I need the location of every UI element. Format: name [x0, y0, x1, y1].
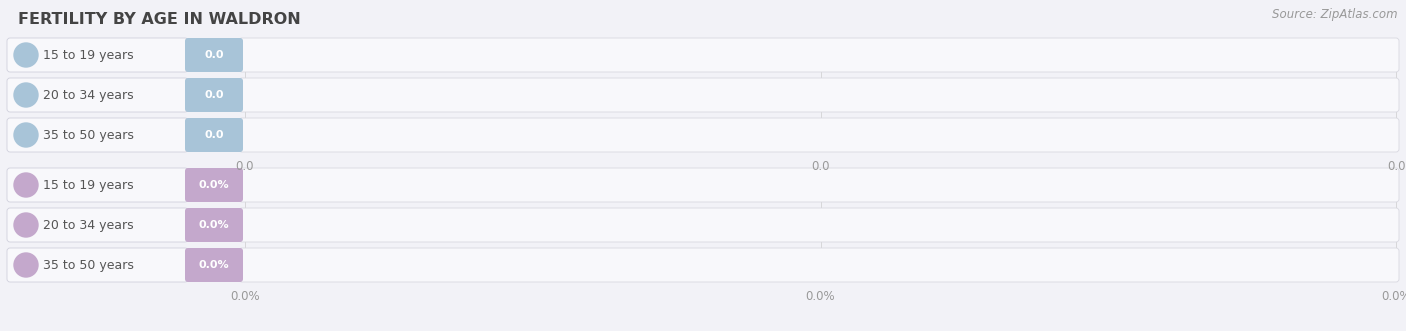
Circle shape — [14, 83, 38, 107]
Text: Source: ZipAtlas.com: Source: ZipAtlas.com — [1272, 8, 1398, 21]
Text: 0.0: 0.0 — [204, 50, 224, 60]
FancyBboxPatch shape — [7, 78, 188, 112]
Text: 0.0: 0.0 — [811, 160, 830, 173]
FancyBboxPatch shape — [7, 208, 188, 242]
FancyBboxPatch shape — [186, 38, 243, 72]
Text: 0.0: 0.0 — [204, 130, 224, 140]
Text: 20 to 34 years: 20 to 34 years — [44, 218, 134, 231]
FancyBboxPatch shape — [7, 118, 188, 152]
FancyBboxPatch shape — [186, 168, 243, 202]
Text: 0.0: 0.0 — [204, 90, 224, 100]
FancyBboxPatch shape — [186, 118, 243, 152]
Circle shape — [14, 253, 38, 277]
FancyBboxPatch shape — [186, 78, 243, 112]
Text: 0.0%: 0.0% — [198, 220, 229, 230]
FancyBboxPatch shape — [239, 38, 1399, 72]
Circle shape — [14, 43, 38, 67]
FancyBboxPatch shape — [239, 78, 1399, 112]
Text: 0.0%: 0.0% — [806, 290, 835, 303]
FancyBboxPatch shape — [239, 118, 1399, 152]
Text: 0.0%: 0.0% — [198, 180, 229, 190]
Text: 15 to 19 years: 15 to 19 years — [44, 178, 134, 192]
Text: 0.0%: 0.0% — [231, 290, 260, 303]
Circle shape — [14, 123, 38, 147]
Text: 0.0%: 0.0% — [198, 260, 229, 270]
FancyBboxPatch shape — [186, 208, 243, 242]
FancyBboxPatch shape — [7, 168, 188, 202]
FancyBboxPatch shape — [239, 208, 1399, 242]
FancyBboxPatch shape — [7, 38, 188, 72]
Circle shape — [14, 213, 38, 237]
FancyBboxPatch shape — [239, 248, 1399, 282]
Text: 0.0%: 0.0% — [1381, 290, 1406, 303]
Text: 35 to 50 years: 35 to 50 years — [44, 128, 134, 141]
FancyBboxPatch shape — [186, 248, 243, 282]
Text: 20 to 34 years: 20 to 34 years — [44, 88, 134, 102]
Text: 0.0: 0.0 — [1386, 160, 1405, 173]
Text: FERTILITY BY AGE IN WALDRON: FERTILITY BY AGE IN WALDRON — [18, 12, 301, 27]
Text: 35 to 50 years: 35 to 50 years — [44, 259, 134, 271]
FancyBboxPatch shape — [239, 168, 1399, 202]
Circle shape — [14, 173, 38, 197]
Text: 15 to 19 years: 15 to 19 years — [44, 49, 134, 62]
Text: 0.0: 0.0 — [236, 160, 254, 173]
FancyBboxPatch shape — [7, 248, 188, 282]
